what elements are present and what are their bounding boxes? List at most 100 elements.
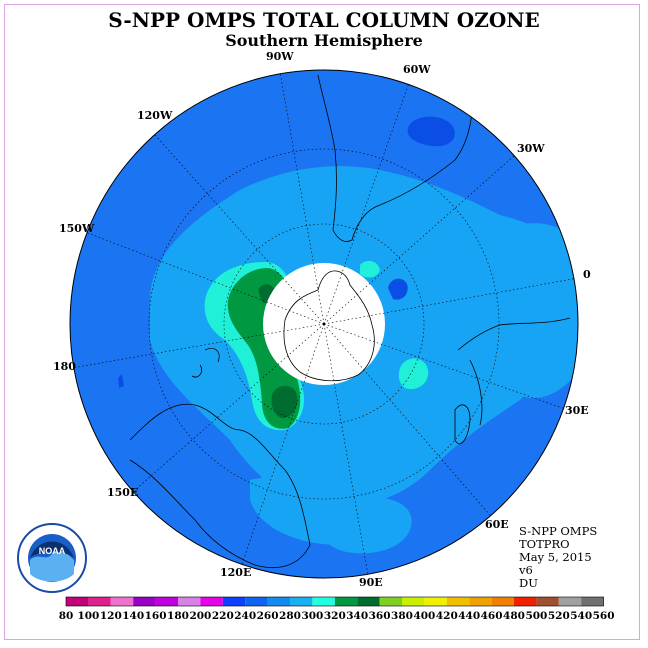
colorbar-swatch bbox=[581, 597, 604, 606]
figure-frame bbox=[4, 4, 640, 640]
map-title: S-NPP OMPS TOTAL COLUMN OZONE bbox=[108, 8, 540, 32]
colorbar-swatch bbox=[514, 597, 537, 606]
low-ozone-patch-west bbox=[118, 374, 124, 388]
meridian-0 bbox=[323, 277, 578, 325]
colorbar-tick-label: 380 bbox=[391, 610, 413, 622]
colorbar-swatch bbox=[200, 597, 223, 606]
lon-label-150w: 150W bbox=[59, 222, 95, 235]
colorbar: 80 100 120 140 160 180 200 220 240 260 280 300 320 34… bbox=[59, 596, 615, 622]
meridian-60w bbox=[323, 79, 411, 325]
ozone-band-east bbox=[500, 223, 578, 399]
colorbar-swatch bbox=[446, 597, 470, 606]
colorbar-tick-label: 260 bbox=[257, 610, 279, 622]
colorbar-swatch bbox=[334, 597, 358, 606]
low-ozone-patch-north bbox=[407, 116, 455, 147]
graticule bbox=[71, 71, 578, 576]
colorbar-tick-label: 500 bbox=[525, 610, 547, 622]
ozone-patch-cyan-north bbox=[360, 260, 380, 278]
south-pole-marker bbox=[322, 322, 326, 326]
colorbar-tick-label: 520 bbox=[548, 610, 570, 622]
colorbar-swatch bbox=[379, 597, 402, 606]
lon-label-120e: 120E bbox=[220, 566, 251, 579]
colorbar-swatch bbox=[536, 597, 559, 606]
meridian-30e bbox=[323, 323, 569, 411]
australia-coast bbox=[129, 403, 311, 569]
colorbar-swatch bbox=[267, 597, 290, 606]
meridian-90w bbox=[279, 71, 325, 325]
colorbar-tick-label: 540 bbox=[570, 610, 592, 622]
info-version: v6 bbox=[519, 563, 533, 577]
colorbar-swatch bbox=[155, 597, 178, 606]
coastlines bbox=[129, 74, 571, 569]
africa-coast bbox=[457, 317, 571, 426]
colorbar-tick-label: 560 bbox=[593, 610, 615, 622]
info-product: TOTPRO bbox=[519, 537, 570, 551]
antarctica-coast bbox=[283, 270, 375, 382]
ozone-band-lower bbox=[330, 496, 412, 554]
lon-label-120w: 120W bbox=[137, 109, 173, 122]
colorbar-swatch bbox=[312, 597, 335, 606]
lon-label-0: 0 bbox=[583, 268, 591, 281]
colorbar-swatch bbox=[245, 597, 268, 606]
south-america-coast bbox=[317, 74, 473, 242]
colorbar-tick-label: 120 bbox=[100, 610, 122, 622]
lon-label-30w: 30W bbox=[517, 142, 545, 155]
colorbar-swatch bbox=[424, 597, 447, 606]
colorbar-swatch bbox=[222, 597, 246, 606]
logo-wave bbox=[30, 550, 74, 582]
ozone-core-dark-south bbox=[271, 385, 298, 418]
lon-label-90e: 90E bbox=[359, 576, 383, 589]
colorbar-tick-label: 80 bbox=[59, 610, 74, 622]
colorbar-swatch bbox=[558, 597, 582, 606]
colorbar-swatch bbox=[110, 597, 134, 606]
info-units: DU bbox=[519, 576, 538, 590]
logo-bird bbox=[30, 541, 74, 558]
colorbar-swatch bbox=[66, 597, 89, 606]
colorbar-outline bbox=[65, 596, 604, 607]
logo-text: NOAA bbox=[39, 546, 66, 556]
colorbar-swatch bbox=[491, 597, 514, 606]
meridian-180 bbox=[71, 323, 325, 369]
colorbar-tick-label: 360 bbox=[369, 610, 391, 622]
colorbar-tick-label: 220 bbox=[212, 610, 234, 622]
colorbar-swatch bbox=[178, 597, 201, 606]
madagascar-coast bbox=[454, 404, 471, 445]
colorbar-tick-label: 420 bbox=[436, 610, 458, 622]
colorbar-tick-label: 400 bbox=[413, 610, 435, 622]
meridian-90e bbox=[323, 323, 369, 576]
lon-label-60e: 60E bbox=[485, 518, 509, 531]
colorbar-swatch bbox=[290, 597, 313, 606]
lon-label-150e: 150E bbox=[107, 486, 138, 499]
colorbar-tick-label: 340 bbox=[346, 610, 368, 622]
colorbar-tick-label: 440 bbox=[458, 610, 480, 622]
latitude-circle-inner bbox=[223, 223, 425, 425]
colorbar-tick-label: 320 bbox=[324, 610, 346, 622]
latitude-circle-outer bbox=[148, 148, 500, 500]
low-ozone-patch-east bbox=[388, 278, 408, 300]
lon-label-60w: 60W bbox=[403, 63, 431, 76]
noaa-logo: NOAA bbox=[17, 523, 87, 593]
colorbar-tick-label: 100 bbox=[77, 610, 99, 622]
colorbar-swatch bbox=[133, 597, 156, 606]
info-date: May 5, 2015 bbox=[519, 550, 592, 564]
colorbar-tick-label: 460 bbox=[481, 610, 503, 622]
colorbar-swatch bbox=[402, 597, 425, 606]
colorbar-swatch bbox=[88, 597, 111, 606]
colorbar-swatch bbox=[357, 597, 380, 606]
colorbar-tick-label: 160 bbox=[145, 610, 167, 622]
info-instrument: S-NPP OMPS bbox=[519, 524, 598, 538]
colorbar-tick-label: 200 bbox=[189, 610, 211, 622]
colorbar-tick-label: 140 bbox=[122, 610, 144, 622]
colorbar-tick-label: 480 bbox=[503, 610, 525, 622]
ozone-field bbox=[70, 70, 578, 578]
new-zealand-coast bbox=[191, 347, 220, 378]
lon-label-90w: 90W bbox=[266, 50, 294, 63]
lon-label-180: 180 bbox=[53, 360, 76, 373]
map-boundary bbox=[69, 69, 579, 579]
dataset-info: S-NPP OMPS TOTPRO May 5, 2015 v6 DU bbox=[519, 525, 597, 590]
colorbar-tick-label: 180 bbox=[167, 610, 189, 622]
meridian-30w bbox=[323, 154, 516, 325]
lon-label-30e: 30E bbox=[565, 404, 589, 417]
colorbar-swatch bbox=[469, 597, 492, 606]
